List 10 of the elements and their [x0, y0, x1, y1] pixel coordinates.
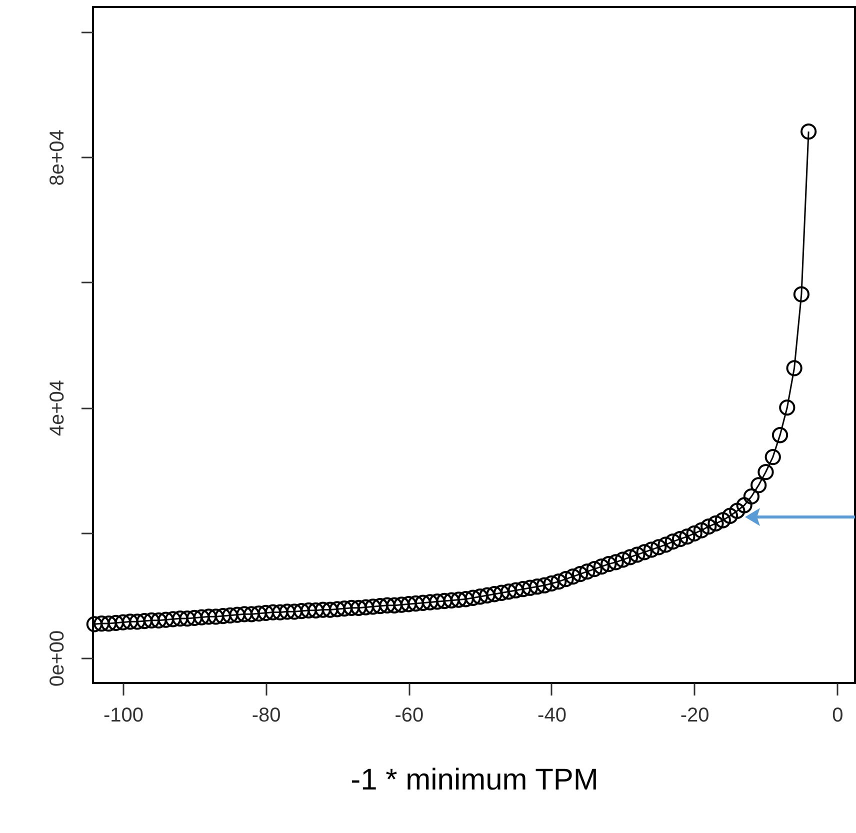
x-tick-label: -20: [680, 704, 710, 726]
y-tick-label: 0e+00: [46, 630, 68, 687]
x-tick-label: -100: [103, 704, 144, 726]
x-tick-label: -80: [252, 704, 281, 726]
x-axis-title: -1 * minimum TPM: [350, 764, 598, 796]
y-tick-label: 8e+04: [46, 130, 68, 186]
x-tick-label: -60: [394, 704, 424, 726]
y-tick-label: 4e+04: [46, 380, 68, 436]
x-tick-label: -40: [538, 704, 566, 726]
x-tick-label: 0: [832, 704, 844, 726]
